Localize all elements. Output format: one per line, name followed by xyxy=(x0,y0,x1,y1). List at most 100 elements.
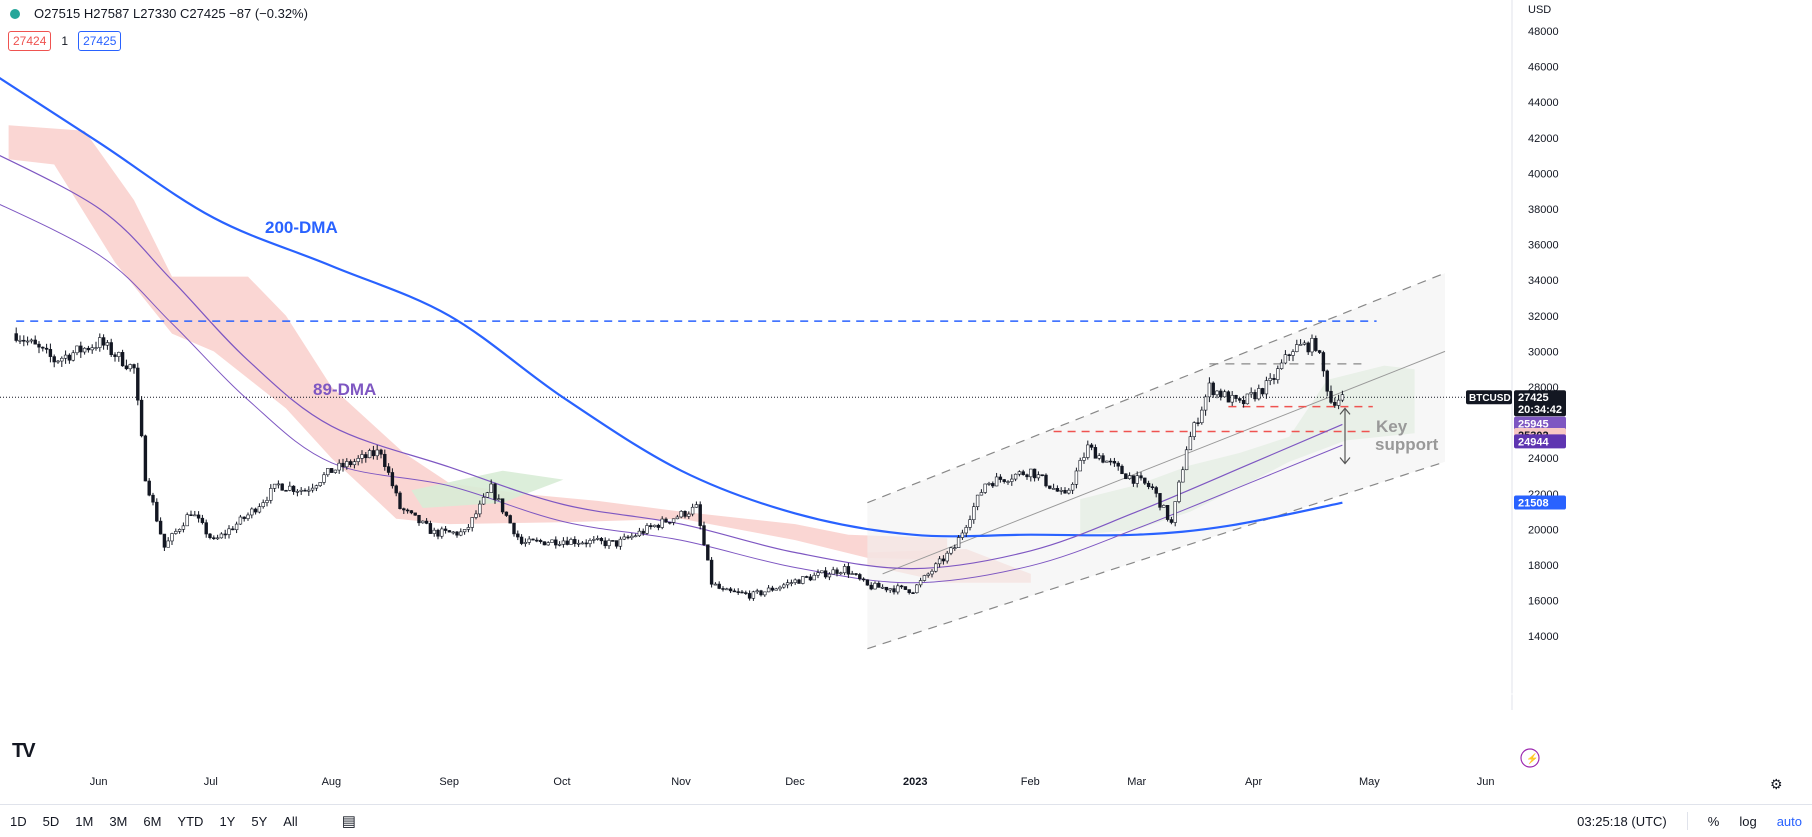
candle-body xyxy=(82,347,87,353)
auto-toggle[interactable]: auto xyxy=(1776,813,1802,829)
candle-body xyxy=(1325,370,1329,392)
candle-body xyxy=(253,508,258,513)
candle-body xyxy=(132,364,136,369)
candle-body xyxy=(675,516,680,520)
candle-body xyxy=(987,483,991,485)
candle-body xyxy=(257,506,262,513)
month-label: Jun xyxy=(90,776,108,788)
ask-button[interactable]: 27425 xyxy=(78,31,122,51)
candle-body xyxy=(892,588,896,593)
range-1d-button[interactable]: 1D xyxy=(10,813,27,829)
percent-toggle[interactable]: % xyxy=(1707,813,1720,829)
candle-body xyxy=(1108,460,1113,463)
candle-body xyxy=(782,584,786,588)
candle-body xyxy=(915,584,919,594)
candle-body xyxy=(1336,399,1341,406)
range-5y-button[interactable]: 5Y xyxy=(251,813,268,829)
range-3m-button[interactable]: 3M xyxy=(109,813,128,829)
candle-body xyxy=(763,591,767,596)
candle-body xyxy=(238,516,243,525)
range-6m-button[interactable]: 6M xyxy=(143,813,162,829)
candle-body xyxy=(22,339,26,342)
candle-body xyxy=(360,454,364,459)
candle-body xyxy=(329,468,334,473)
candle-body xyxy=(219,533,224,539)
key-support-label: Key xyxy=(1376,417,1408,436)
candle-body xyxy=(295,490,300,493)
candle-body xyxy=(1006,481,1010,483)
dma89-price-tag-text: 25945 xyxy=(1518,419,1549,431)
candle-body xyxy=(903,586,908,590)
utc-clock[interactable]: 03:25:18 (UTC) xyxy=(1577,813,1667,829)
candle-body xyxy=(812,574,816,581)
candle-body xyxy=(1063,490,1067,494)
candle-body xyxy=(1112,460,1117,464)
candle-body xyxy=(493,483,497,500)
candle-body xyxy=(459,531,463,536)
candle-body xyxy=(101,337,106,346)
price-tick-label: 46000 xyxy=(1528,62,1559,74)
candle-body xyxy=(694,504,699,508)
dma200-line xyxy=(0,76,1343,538)
candle-body xyxy=(626,536,630,539)
month-label: Jul xyxy=(204,776,218,788)
candle-body xyxy=(656,524,661,528)
price-tick-label: 24000 xyxy=(1528,453,1559,465)
candle-body xyxy=(1222,391,1227,398)
candle-body xyxy=(1226,391,1231,403)
candle-body xyxy=(1013,473,1018,480)
tradingview-logo-icon[interactable]: TV xyxy=(12,740,36,762)
candle-body xyxy=(166,540,170,548)
candle-body xyxy=(500,498,505,513)
month-label: 2023 xyxy=(903,776,927,788)
candle-body xyxy=(261,502,265,507)
candle-body xyxy=(1150,486,1155,489)
candle-body xyxy=(554,539,558,546)
candle-body xyxy=(402,508,406,511)
last-price-tag-text: 27425 xyxy=(1518,392,1549,404)
bearish-cloud xyxy=(8,125,948,560)
range-all-button[interactable]: All xyxy=(283,813,298,829)
candle-body xyxy=(1070,483,1075,491)
log-toggle[interactable]: log xyxy=(1739,813,1757,829)
candle-body xyxy=(1146,482,1151,488)
candle-body xyxy=(877,582,881,588)
candle-body xyxy=(1310,338,1314,353)
candle-body xyxy=(109,342,113,356)
bid-button[interactable]: 27424 xyxy=(8,31,52,51)
candle-body xyxy=(1048,485,1052,489)
candle-body xyxy=(614,540,619,547)
range-5d-button[interactable]: 5D xyxy=(42,813,60,829)
candle-body xyxy=(1340,394,1345,401)
candle-body xyxy=(922,575,927,581)
candle-body xyxy=(972,506,976,520)
candle-body xyxy=(470,517,474,528)
calendar-icon[interactable]: ▤ xyxy=(341,813,356,830)
lightning-glyph-icon: ⚡ xyxy=(1526,752,1538,765)
candle-body xyxy=(25,340,30,343)
candle-body xyxy=(690,506,695,515)
candle-body xyxy=(481,496,486,505)
candle-body xyxy=(413,512,417,516)
candle-body xyxy=(246,514,250,519)
candle-body xyxy=(1135,475,1139,484)
candle-body xyxy=(975,494,980,507)
candle-body xyxy=(162,533,167,548)
candle-body xyxy=(1200,409,1204,424)
month-label: Oct xyxy=(553,776,570,788)
month-label: Nov xyxy=(671,776,691,788)
candle-body xyxy=(618,538,623,547)
candle-body xyxy=(1017,471,1022,475)
range-1m-button[interactable]: 1M xyxy=(75,813,94,829)
candle-body xyxy=(565,540,569,545)
candle-body xyxy=(147,480,151,496)
candle-body xyxy=(1268,377,1272,381)
candle-body xyxy=(200,517,205,523)
candle-body xyxy=(33,339,37,345)
candle-body xyxy=(485,492,490,498)
range-1y-button[interactable]: 1Y xyxy=(219,813,236,829)
range-ytd-button[interactable]: YTD xyxy=(177,813,204,829)
candle-body xyxy=(14,333,18,341)
